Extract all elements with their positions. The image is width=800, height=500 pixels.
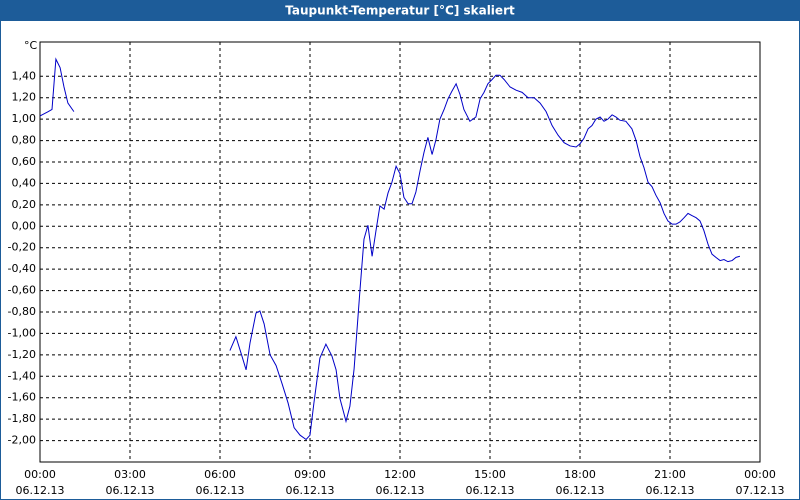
chart-title: Taupunkt-Temperatur [°C] skaliert bbox=[285, 4, 515, 18]
x-tick-label: 00:00 bbox=[24, 468, 56, 481]
y-tick-label: 0,60 bbox=[12, 155, 37, 168]
y-tick-label: -1,00 bbox=[8, 326, 36, 339]
y-tick-label: -0,60 bbox=[8, 284, 36, 297]
x-tick-label: 15:00 bbox=[474, 468, 506, 481]
y-tick-label: -0,80 bbox=[8, 305, 36, 318]
x-tick-date: 06.12.13 bbox=[376, 484, 425, 497]
y-tick-label: -1,20 bbox=[8, 348, 36, 361]
x-tick-label: 09:00 bbox=[294, 468, 326, 481]
x-tick-date: 06.12.13 bbox=[106, 484, 155, 497]
x-tick-label: 00:00 bbox=[744, 468, 776, 481]
x-tick-label: 12:00 bbox=[384, 468, 416, 481]
title-bar bbox=[0, 0, 800, 21]
y-tick-label: 1,40 bbox=[12, 69, 37, 82]
y-tick-label: -0,20 bbox=[8, 241, 36, 254]
x-tick-date: 06.12.13 bbox=[16, 484, 65, 497]
x-tick-date: 06.12.13 bbox=[556, 484, 605, 497]
x-tick-label: 21:00 bbox=[654, 468, 686, 481]
x-tick-label: 18:00 bbox=[564, 468, 596, 481]
x-tick-date: 06.12.13 bbox=[286, 484, 335, 497]
y-tick-label: 0,20 bbox=[12, 198, 37, 211]
y-tick-label: -0,40 bbox=[8, 262, 36, 275]
x-tick-label: 06:00 bbox=[204, 468, 236, 481]
y-axis-unit: °C bbox=[24, 39, 38, 52]
y-tick-label: 1,20 bbox=[12, 91, 37, 104]
y-tick-label: 0,00 bbox=[12, 219, 37, 232]
y-tick-label: -1,80 bbox=[8, 412, 36, 425]
y-tick-label: -1,60 bbox=[8, 391, 36, 404]
x-tick-label: 03:00 bbox=[114, 468, 146, 481]
y-tick-label: 1,00 bbox=[12, 112, 37, 125]
x-tick-date: 06.12.13 bbox=[646, 484, 695, 497]
data-line bbox=[39, 57, 741, 441]
x-tick-date: 06.12.13 bbox=[466, 484, 515, 497]
x-tick-date: 07.12.13 bbox=[736, 484, 785, 497]
x-tick-date: 06.12.13 bbox=[196, 484, 245, 497]
y-tick-label: -2,00 bbox=[8, 434, 36, 447]
y-tick-label: 0,40 bbox=[12, 176, 37, 189]
y-tick-label: 0,80 bbox=[12, 134, 37, 147]
y-tick-label: -1,40 bbox=[8, 369, 36, 382]
